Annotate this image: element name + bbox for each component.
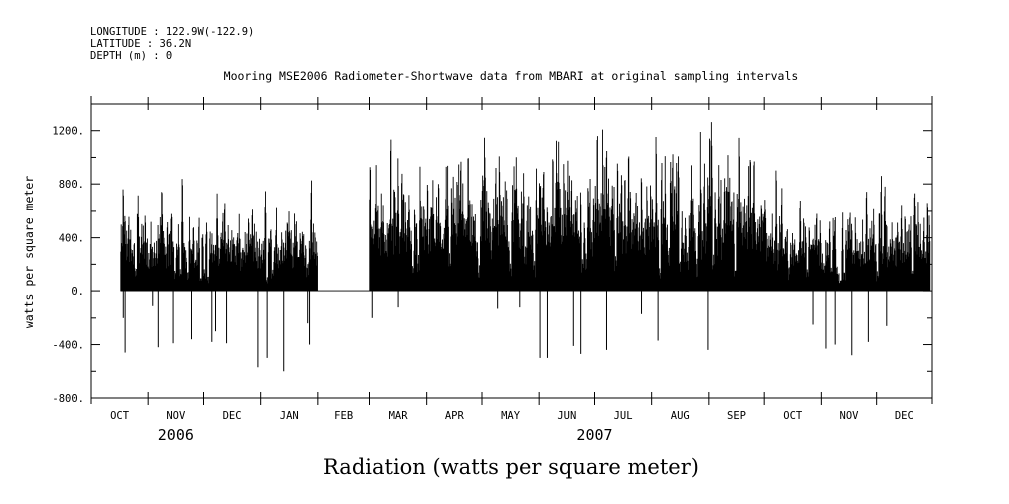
y-tick-label: -800. <box>52 393 84 405</box>
y-tick-label: -400. <box>52 340 84 352</box>
x-month-label: AUG <box>671 410 690 422</box>
x-month-label: OCT <box>110 410 130 422</box>
x-month-label: MAY <box>501 410 521 422</box>
x-month-label: OCT <box>783 410 803 422</box>
axis-ticks: -800. -400. 0. 400. 800. 1200. OCT NOV DEC JAN FEB… <box>52 97 932 444</box>
y-tick-label: 400. <box>59 233 84 245</box>
x-month-label: APR <box>445 410 465 422</box>
y-tick-label: 1200. <box>52 126 84 138</box>
data-layer <box>120 122 931 372</box>
y-axis-label: watts per square meter <box>22 176 36 328</box>
x-month-label: JAN <box>280 410 299 422</box>
x-month-label: NOV <box>840 410 860 422</box>
x-month-label: NOV <box>166 410 186 422</box>
x-month-label: DEC <box>895 410 914 422</box>
x-month-label: JUN <box>557 410 576 422</box>
radiation-series <box>120 122 931 292</box>
longitude-label: LONGITUDE : 122.9W(-122.9) <box>90 26 254 38</box>
x-year-label: 2006 <box>158 426 194 444</box>
x-month-label: JUL <box>614 410 633 422</box>
y-tick-label: 800. <box>59 179 84 191</box>
x-month-label: SEP <box>727 410 746 422</box>
x-month-label: FEB <box>334 410 353 422</box>
y-tick-label: 0. <box>71 286 84 298</box>
x-year-label: 2007 <box>576 426 612 444</box>
depth-label: DEPTH (m) : 0 <box>90 50 172 62</box>
latitude-label: LATITUDE : 36.2N <box>90 38 191 50</box>
x-month-label: MAR <box>389 410 409 422</box>
chart-title: Mooring MSE2006 Radiometer-Shortwave dat… <box>224 69 799 83</box>
x-month-label: DEC <box>223 410 242 422</box>
x-axis-label: Radiation (watts per square meter) <box>323 455 699 479</box>
axes-frame <box>90 96 933 404</box>
